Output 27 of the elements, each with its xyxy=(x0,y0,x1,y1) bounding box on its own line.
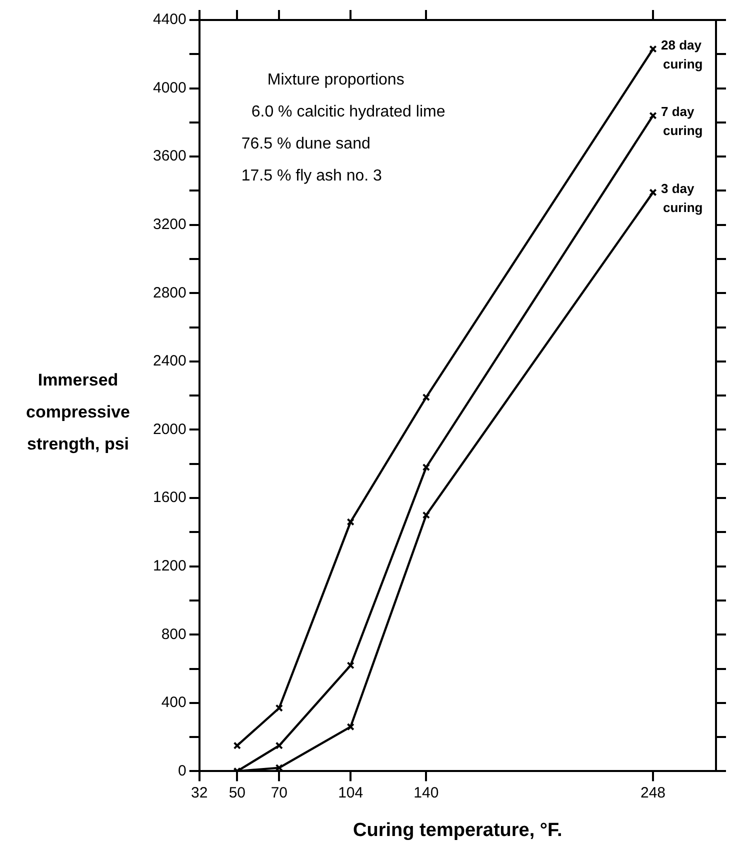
annotation: 17.5 % fly ash no. 3 xyxy=(241,167,382,184)
annotation: 6.0 % calcitic hydrated lime xyxy=(251,103,446,120)
x-tick-label: 104 xyxy=(338,784,364,802)
x-tick-label: 70 xyxy=(270,784,288,802)
y-tick-label: 800 xyxy=(161,626,186,643)
x-tick-label: 248 xyxy=(640,784,666,802)
x-tick-label: 50 xyxy=(228,784,246,802)
annotation: Mixture proportions xyxy=(267,71,404,88)
y-tick-label: 4400 xyxy=(152,11,186,28)
y-tick-label: 2400 xyxy=(152,352,186,370)
legend-label: 3 day curing xyxy=(660,181,703,216)
x-tick-label: 32 xyxy=(191,784,208,802)
y-tick-label: 1200 xyxy=(152,557,186,574)
y-tick-label: 400 xyxy=(161,694,186,712)
x-axis-title: Curing temperature, °F. xyxy=(353,820,562,841)
y-tick-label: 1600 xyxy=(152,489,186,506)
y-tick-label: 2000 xyxy=(152,420,186,438)
y-tick-label: 3200 xyxy=(152,216,186,234)
legend-label: 28 day curing xyxy=(660,38,703,72)
y-axis-title: Immersed compressive strength, psi xyxy=(26,370,130,454)
y-tick-label: 4000 xyxy=(152,79,186,96)
annotation: 76.5 % dune sand xyxy=(241,135,370,152)
y-tick-label: 3600 xyxy=(152,148,186,165)
legend-label: 7 day curing xyxy=(660,104,703,138)
x-tick-label: 140 xyxy=(414,784,439,802)
y-tick-label: 2800 xyxy=(152,284,186,302)
y-tick-label: 0 xyxy=(178,762,186,780)
